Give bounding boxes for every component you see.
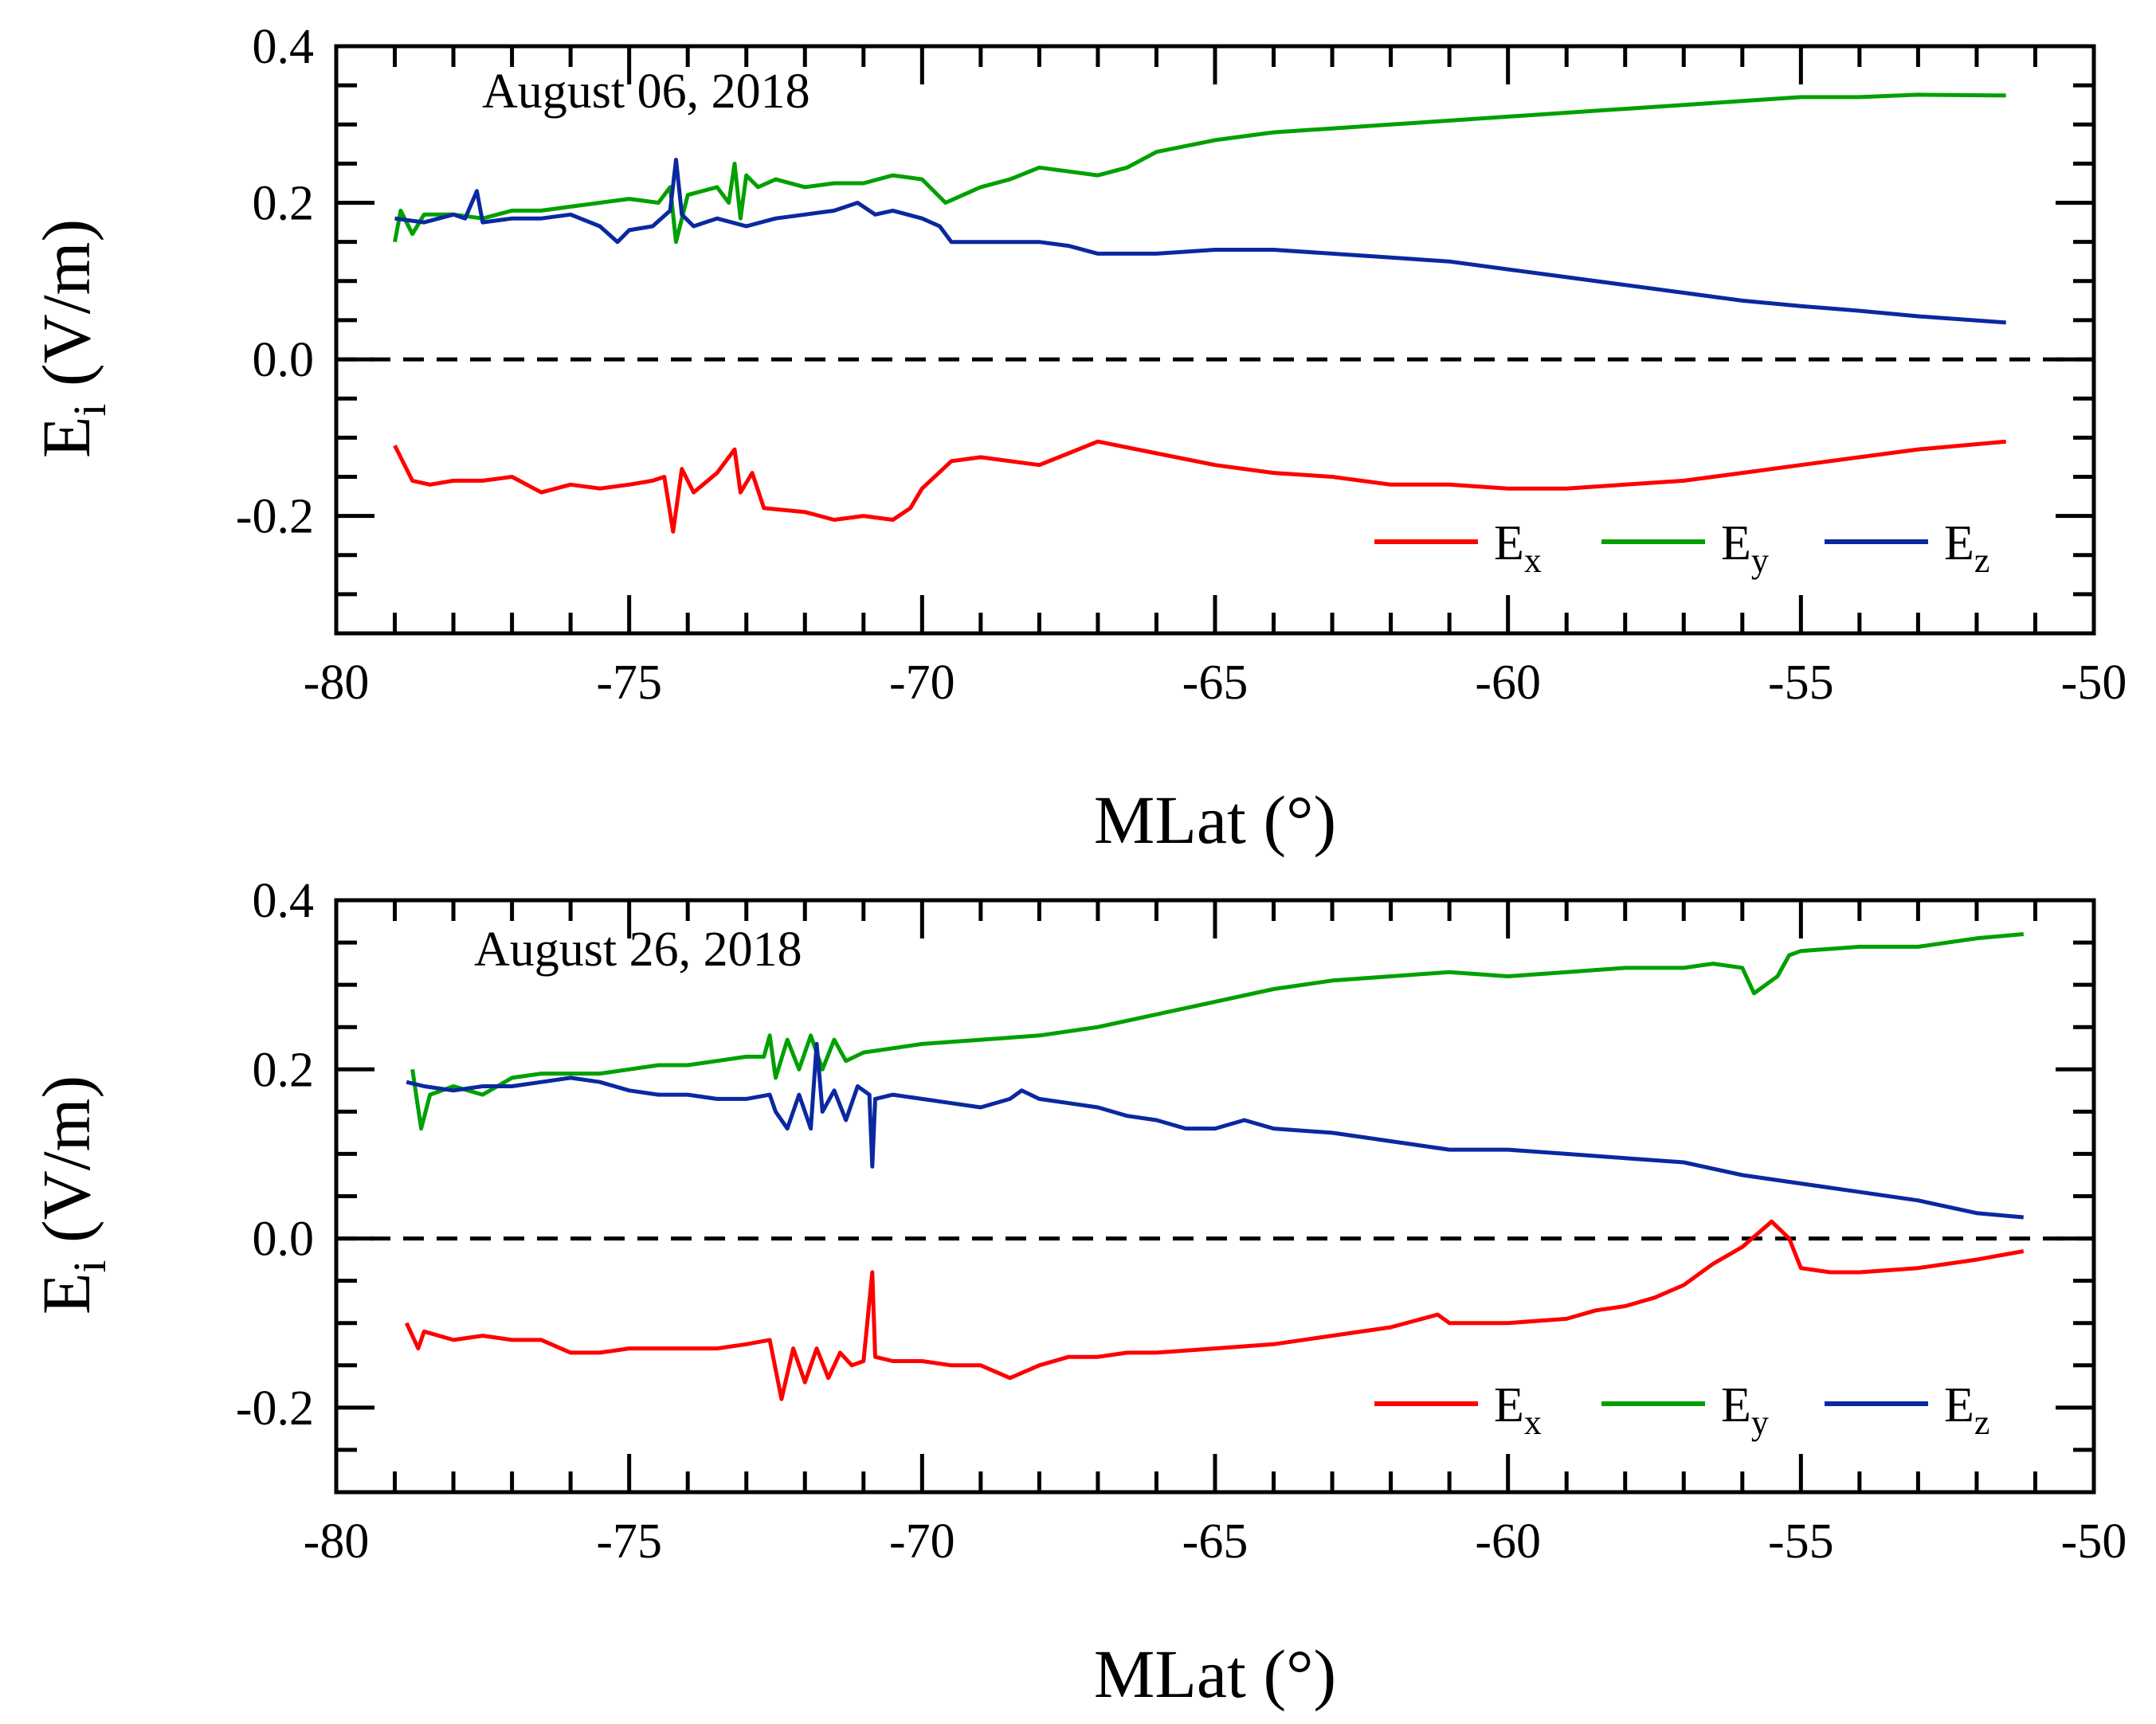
series-line-ex	[404, 1219, 2025, 1401]
legend-label-ey: Ey	[1721, 516, 1769, 580]
y-tick-label: 0.0	[253, 1213, 315, 1267]
chart-panel-2: -80 -75 -70 -65 -60 -55 -50 -0.2 0.0 0.2 0.4 August…	[28, 874, 2127, 1712]
x-tick-label: -55	[1768, 1514, 1834, 1569]
legend-label-ex: Ex	[1494, 516, 1542, 580]
panel-date-annotation: August 06, 2018	[482, 65, 810, 119]
x-tick-label: -60	[1475, 656, 1541, 710]
y-axis-title: Ei (V/m)	[28, 1076, 116, 1315]
x-tick-label: -75	[596, 1514, 662, 1569]
x-tick-label: -70	[889, 656, 955, 710]
y-tick-label: -0.2	[236, 1381, 314, 1436]
legend-label-ez: Ez	[1944, 1378, 1989, 1442]
y-tick-label: 0.2	[253, 1043, 315, 1097]
x-tick-label: -75	[596, 656, 662, 710]
series-line-ez	[394, 158, 2006, 325]
y-tick-label: -0.2	[236, 490, 314, 544]
x-axis-title: MLat (°)	[1094, 1636, 1336, 1712]
legend-label-ey: Ey	[1721, 1378, 1769, 1442]
x-tick-label: -80	[304, 1514, 370, 1569]
x-tick-label: -50	[2061, 1514, 2127, 1569]
series-line-ex	[393, 439, 2006, 534]
y-tick-label: 0.0	[253, 333, 315, 387]
x-tick-label: -80	[304, 656, 370, 710]
series-line-ez	[406, 1041, 2025, 1220]
y-tick-label: 0.4	[253, 874, 315, 928]
y-tick-label: 0.4	[253, 20, 315, 74]
x-tick-label: -50	[2061, 656, 2127, 710]
x-tick-label: -70	[889, 1514, 955, 1569]
legend-label-ez: Ez	[1944, 516, 1989, 580]
series-line-ey	[393, 92, 2006, 245]
y-tick-label: 0.2	[253, 177, 315, 231]
x-tick-label: -65	[1182, 656, 1249, 710]
panel-date-annotation: August 26, 2018	[474, 923, 802, 977]
series-line-ey	[410, 932, 2025, 1131]
x-axis-title: MLat (°)	[1094, 782, 1336, 858]
plot-frame	[334, 44, 2096, 636]
y-axis-title: Ei (V/m)	[28, 219, 116, 458]
legend-label-ex: Ex	[1494, 1378, 1542, 1442]
x-tick-label: -65	[1182, 1514, 1249, 1569]
x-tick-label: -60	[1475, 1514, 1541, 1569]
x-tick-label: -55	[1768, 656, 1834, 710]
chart-panel-1: -80 -75 -70 -65 -60 -55 -50 -0.2 0.0 0.2 0.4 August…	[28, 20, 2127, 858]
